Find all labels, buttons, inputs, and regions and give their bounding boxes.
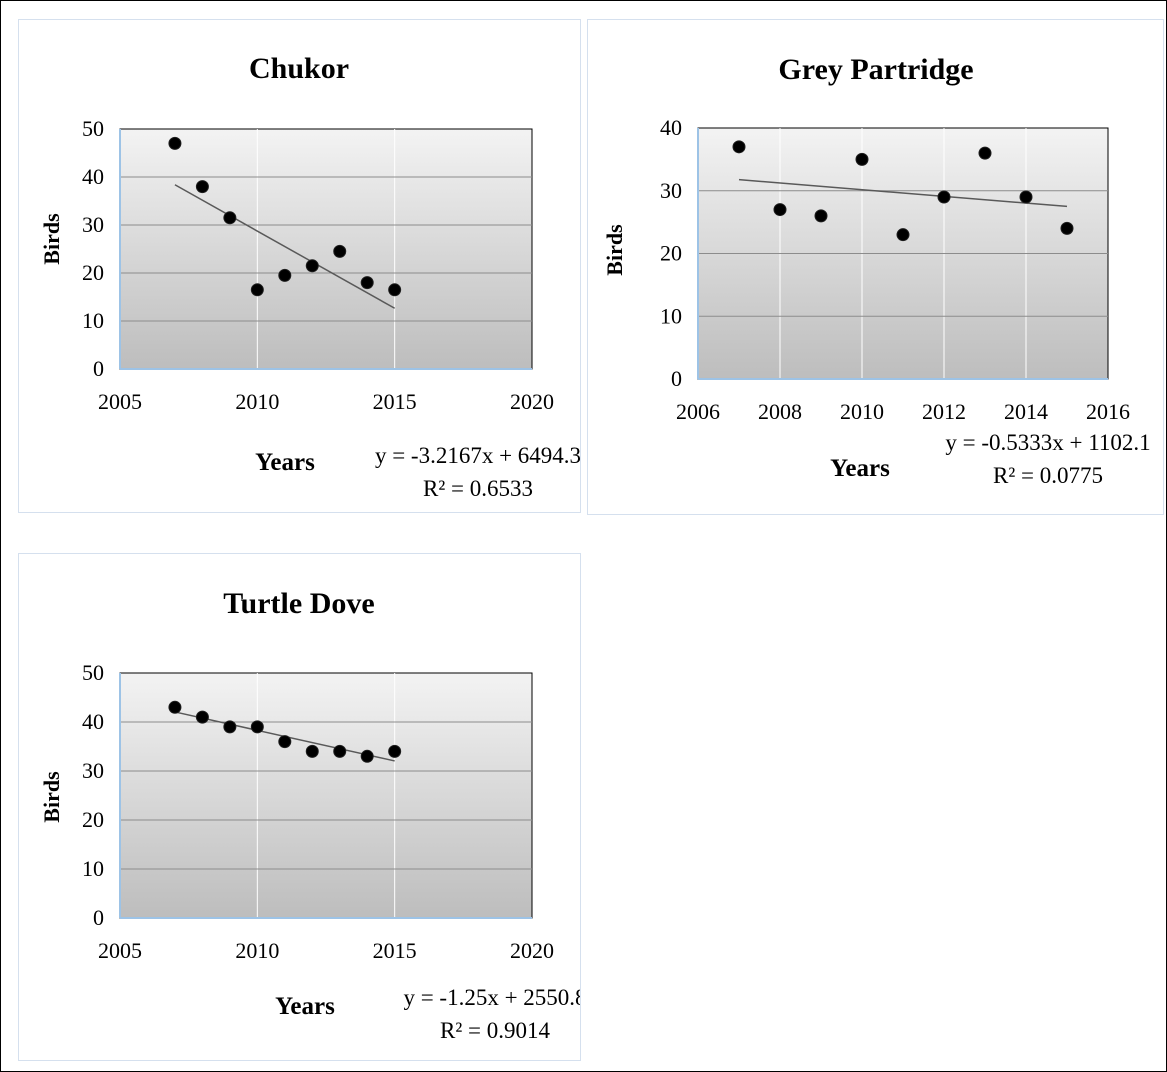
- r-squared: R² = 0.0775: [993, 463, 1103, 488]
- chart-grey-partridge: Grey Partridge 0 10 20 30 40 2006 2008 2010 201…: [602, 53, 1151, 488]
- chart-turtle-dove: Turtle Dove 0 10 20 30 40 50 2005 2010 2015 2020…: [39, 587, 580, 1043]
- y-tick-label: 40: [82, 709, 104, 734]
- chart-title: Grey Partridge: [778, 53, 973, 86]
- y-tick-label: 40: [82, 164, 104, 189]
- data-point: [278, 268, 292, 282]
- chart-panel-turtle-dove: Turtle Dove 0 10 20 30 40 50 2005 2010 2015 2020…: [18, 553, 581, 1061]
- y-tick-label: 50: [82, 116, 104, 141]
- data-point: [305, 259, 319, 273]
- trend-equation: y = -3.2167x + 6494.3: [375, 443, 580, 468]
- y-tick-label: 50: [82, 660, 104, 685]
- trend-equation: y = -1.25x + 2550.8: [403, 985, 580, 1010]
- data-point: [855, 152, 869, 166]
- data-point: [333, 744, 347, 758]
- y-axis-label: Birds: [39, 771, 64, 823]
- chart-title: Chukor: [249, 52, 349, 85]
- x-tick-label: 2005: [98, 389, 142, 414]
- y-tick-label: 0: [93, 356, 104, 381]
- data-point: [896, 228, 910, 242]
- chart-panel-chukor: Chukor 0 10 20 30 40 50 2005 2010 2015 2020 Bird…: [18, 19, 581, 513]
- y-tick-label: 40: [660, 115, 682, 140]
- y-tick-label: 0: [671, 366, 682, 391]
- data-point: [168, 700, 182, 714]
- data-point: [250, 720, 264, 734]
- data-point: [360, 749, 374, 763]
- y-tick-label: 20: [660, 241, 682, 266]
- data-point: [732, 140, 746, 154]
- y-tick-label: 10: [82, 856, 104, 881]
- data-point: [773, 203, 787, 217]
- x-tick-label: 2020: [510, 389, 554, 414]
- x-tick-label: 2012: [922, 399, 966, 424]
- data-point: [1019, 190, 1033, 204]
- y-tick-label: 10: [82, 308, 104, 333]
- chart-panel-grey-partridge: Grey Partridge 0 10 20 30 40 2006 2008 2010 201…: [587, 19, 1164, 515]
- x-axis-label: Years: [830, 455, 890, 482]
- x-axis-label: Years: [275, 993, 335, 1020]
- data-point: [388, 283, 402, 297]
- data-point: [250, 283, 264, 297]
- x-tick-label: 2014: [1004, 399, 1048, 424]
- y-axis-label: Birds: [39, 213, 64, 265]
- x-axis-label: Years: [255, 449, 315, 476]
- r-squared: R² = 0.9014: [440, 1018, 550, 1043]
- data-point: [814, 209, 828, 223]
- y-tick-label: 30: [82, 212, 104, 237]
- x-tick-label: 2010: [235, 938, 279, 963]
- x-tick-label: 2016: [1086, 399, 1130, 424]
- data-point: [195, 180, 209, 194]
- trendline: [738, 178, 1068, 208]
- data-point: [223, 211, 237, 225]
- x-tick-label: 2005: [98, 938, 142, 963]
- x-tick-label: 2006: [676, 399, 720, 424]
- y-tick-label: 30: [82, 758, 104, 783]
- data-point: [223, 720, 237, 734]
- y-tick-label: 0: [93, 905, 104, 930]
- data-point: [388, 744, 402, 758]
- data-point: [333, 244, 347, 258]
- y-axis-label: Birds: [602, 224, 627, 276]
- y-tick-label: 20: [82, 807, 104, 832]
- data-point: [305, 744, 319, 758]
- plot-area: [119, 672, 533, 919]
- data-point: [360, 276, 374, 290]
- y-tick-label: 30: [660, 178, 682, 203]
- chart-chukor: Chukor 0 10 20 30 40 50 2005 2010 2015 2020 Bird…: [39, 52, 580, 501]
- data-point: [195, 710, 209, 724]
- data-point: [978, 146, 992, 160]
- trend-equation: y = -0.5333x + 1102.1: [945, 430, 1150, 455]
- data-point: [168, 136, 182, 150]
- data-point: [1060, 221, 1074, 235]
- y-tick-label: 10: [660, 303, 682, 328]
- r-squared: R² = 0.6533: [423, 476, 533, 501]
- data-point: [937, 190, 951, 204]
- x-tick-label: 2010: [235, 389, 279, 414]
- chart-title: Turtle Dove: [223, 587, 374, 620]
- y-tick-label: 20: [82, 260, 104, 285]
- x-tick-label: 2010: [840, 399, 884, 424]
- x-tick-label: 2020: [510, 938, 554, 963]
- trendline: [174, 184, 396, 309]
- x-tick-label: 2015: [373, 389, 417, 414]
- plot-area: [119, 128, 533, 370]
- x-tick-label: 2015: [373, 938, 417, 963]
- data-point: [278, 735, 292, 749]
- x-tick-label: 2008: [758, 399, 802, 424]
